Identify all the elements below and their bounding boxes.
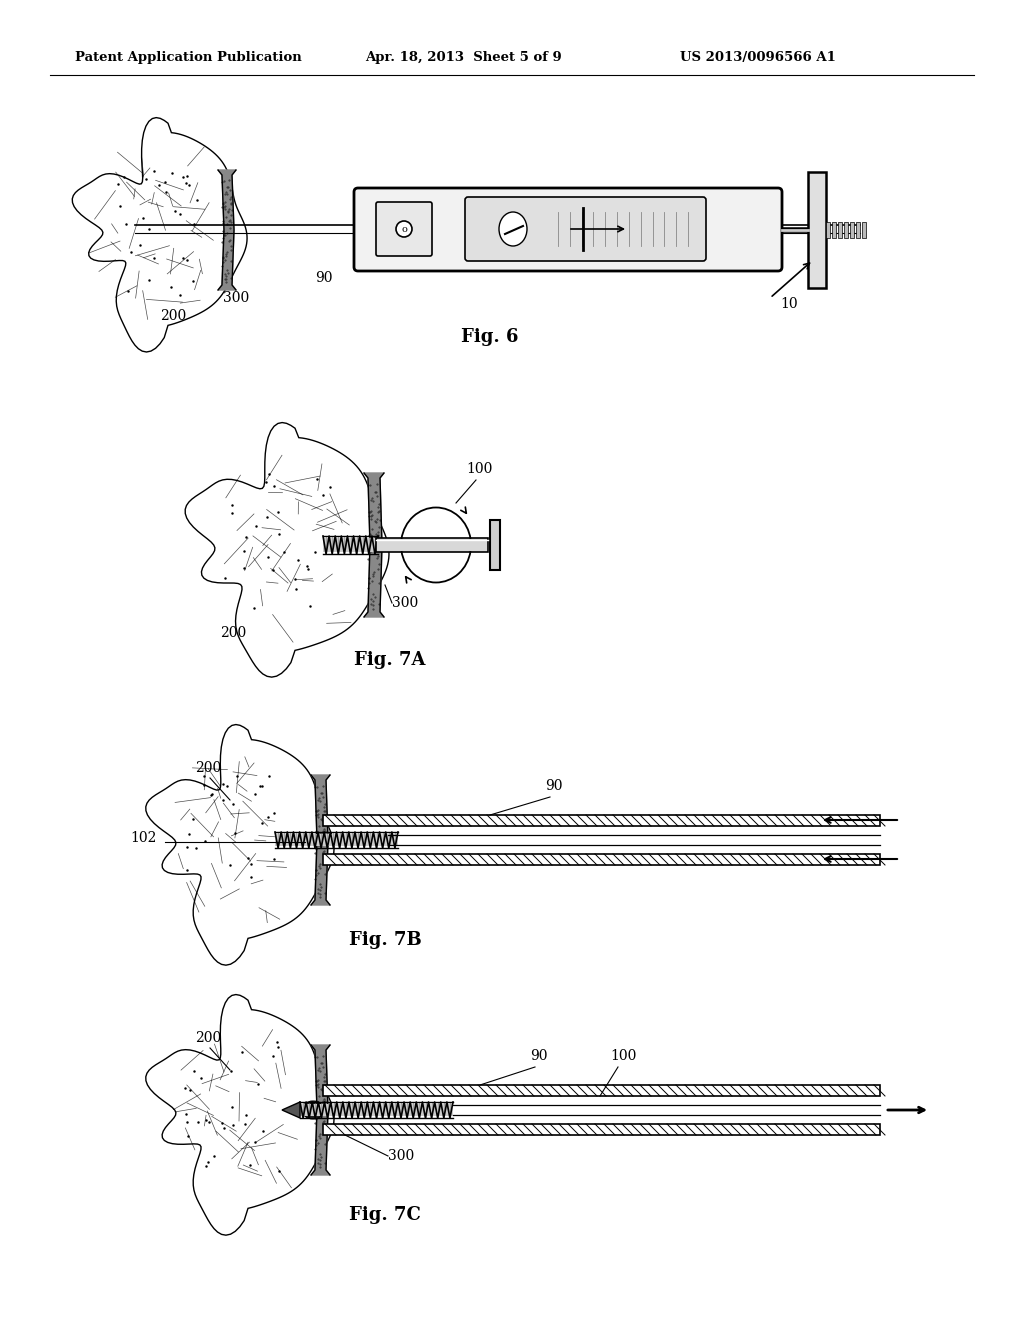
Bar (376, 539, 488, 552)
Bar (323, 854, 880, 865)
Text: Fig. 6: Fig. 6 (461, 327, 519, 346)
Text: Fig. 7A: Fig. 7A (354, 651, 426, 669)
Bar (323, 1085, 880, 1096)
Text: Apr. 18, 2013  Sheet 5 of 9: Apr. 18, 2013 Sheet 5 of 9 (365, 51, 562, 65)
Bar (862, 222, 866, 238)
Text: 90: 90 (530, 1049, 548, 1063)
Text: 102: 102 (130, 832, 157, 845)
Text: 200: 200 (220, 626, 246, 640)
Polygon shape (218, 170, 236, 290)
Bar (808, 172, 826, 288)
Bar (826, 222, 830, 238)
Text: 100: 100 (466, 462, 493, 477)
FancyBboxPatch shape (376, 202, 432, 256)
Text: o: o (401, 224, 407, 234)
Polygon shape (185, 422, 389, 677)
Polygon shape (73, 117, 247, 352)
Text: Patent Application Publication: Patent Application Publication (75, 51, 302, 65)
Text: 300: 300 (223, 290, 249, 305)
Ellipse shape (302, 1101, 324, 1119)
FancyBboxPatch shape (354, 187, 782, 271)
Text: 200: 200 (195, 1031, 221, 1045)
Bar (323, 1125, 880, 1135)
Polygon shape (145, 725, 334, 965)
Bar (490, 520, 500, 570)
Bar (850, 222, 854, 238)
Polygon shape (311, 775, 330, 906)
Polygon shape (145, 994, 334, 1236)
Polygon shape (311, 1045, 330, 1175)
Text: 200: 200 (195, 762, 221, 775)
Text: 100: 100 (610, 1049, 636, 1063)
Text: Fig. 7C: Fig. 7C (349, 1206, 421, 1224)
Text: US 2013/0096566 A1: US 2013/0096566 A1 (680, 51, 836, 65)
Text: 10: 10 (780, 297, 798, 312)
Text: 200: 200 (160, 309, 186, 323)
Text: 300: 300 (392, 597, 418, 610)
Ellipse shape (396, 220, 412, 238)
Bar (323, 814, 880, 826)
Bar (856, 222, 860, 238)
Bar (838, 222, 842, 238)
Text: 90: 90 (315, 271, 333, 285)
Polygon shape (282, 1102, 300, 1118)
Bar (323, 539, 378, 552)
Ellipse shape (499, 213, 527, 246)
Bar (831, 222, 836, 238)
Bar (300, 1104, 453, 1115)
Text: 300: 300 (388, 1148, 415, 1163)
Text: 90: 90 (545, 779, 562, 793)
Bar (844, 222, 848, 238)
FancyBboxPatch shape (465, 197, 706, 261)
Text: Fig. 7B: Fig. 7B (348, 931, 421, 949)
Bar (275, 834, 398, 846)
Polygon shape (364, 473, 384, 616)
